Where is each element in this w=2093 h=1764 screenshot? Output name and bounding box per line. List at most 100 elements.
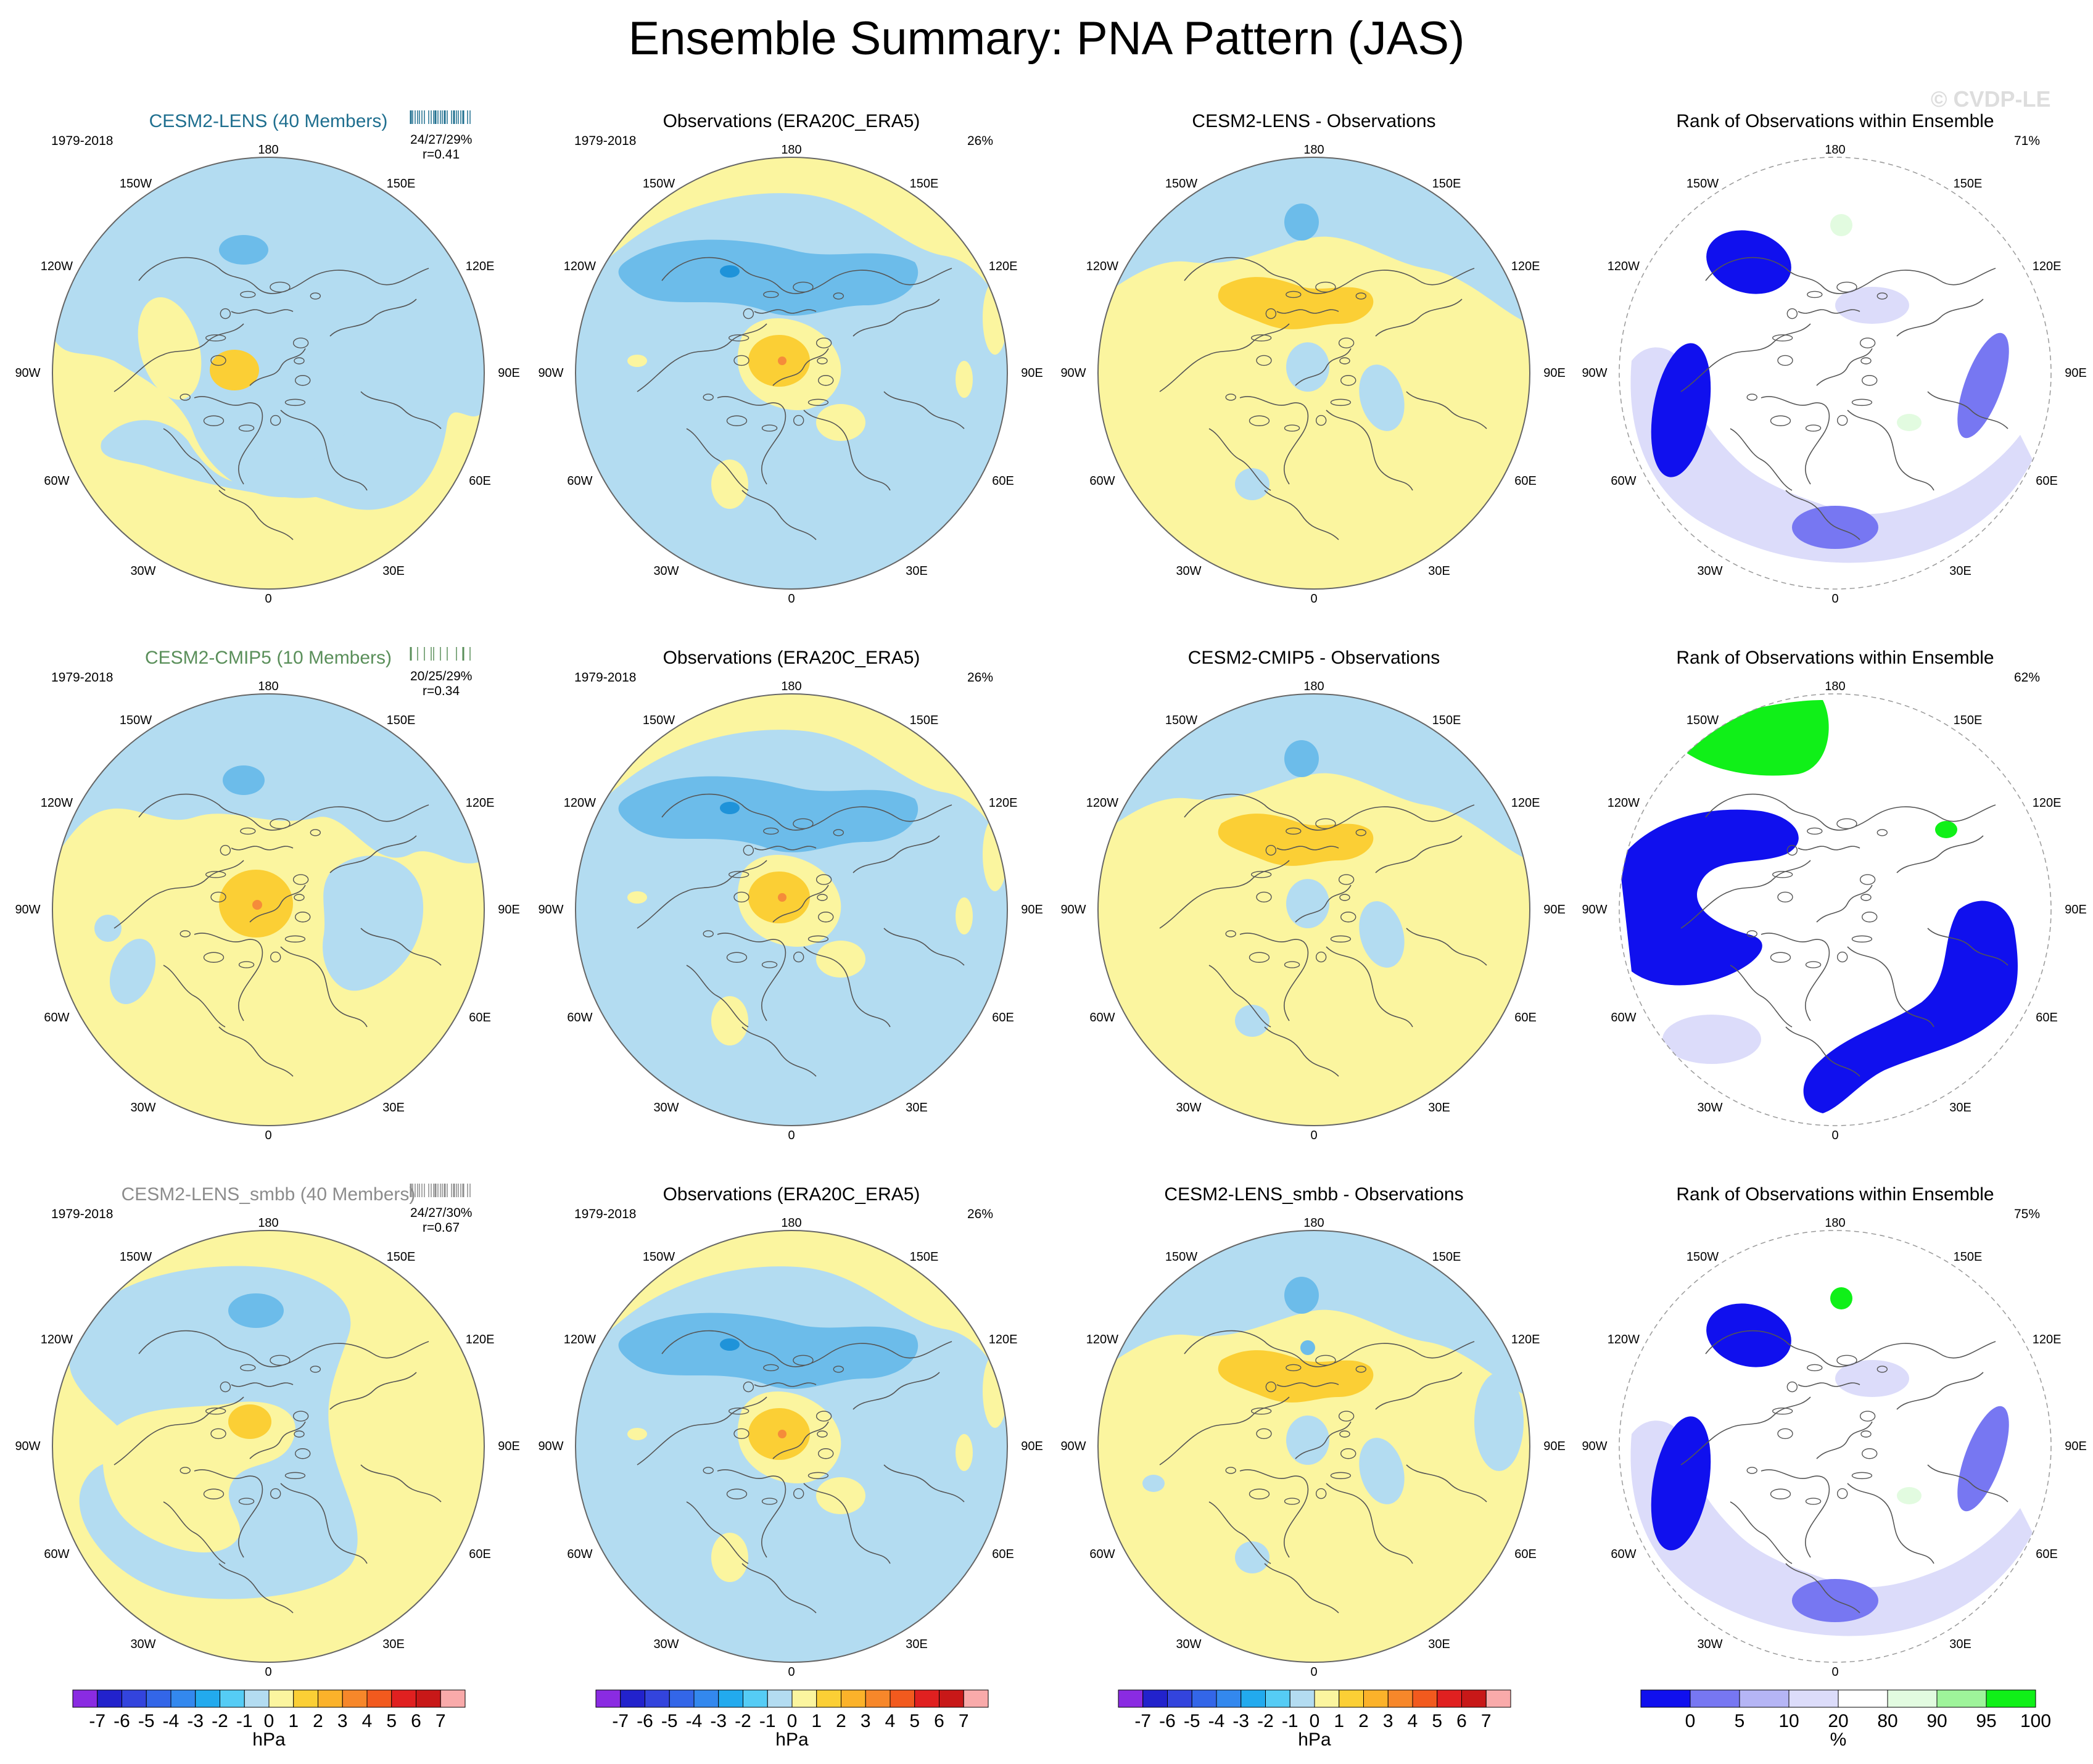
colorbar-swatch bbox=[318, 1689, 343, 1708]
colorbar-tick-label: 4 bbox=[362, 1711, 373, 1731]
island-outline bbox=[1250, 334, 1272, 342]
island-outline bbox=[270, 818, 291, 830]
longitude-label: 60E bbox=[2036, 474, 2058, 488]
longitude-label: 120E bbox=[988, 796, 1018, 810]
island-outline bbox=[818, 1448, 834, 1459]
high-pressure-region bbox=[816, 1477, 865, 1514]
colorbar-swatch bbox=[718, 1689, 743, 1708]
longitude-label: 60E bbox=[992, 474, 1014, 488]
longitude-label: 120W bbox=[563, 796, 597, 810]
island-outline bbox=[807, 398, 829, 406]
rank-title: Rank of Observations within Ensemble bbox=[1676, 648, 1994, 668]
coastline bbox=[686, 1501, 749, 1564]
coastline bbox=[803, 1483, 891, 1564]
low-pressure-center bbox=[219, 235, 268, 265]
coastline bbox=[1406, 391, 1487, 429]
colorbar-tick-label: 3 bbox=[1383, 1711, 1393, 1731]
colorbar-tick-label: -4 bbox=[163, 1711, 180, 1731]
longitude-label: 120E bbox=[988, 260, 1018, 273]
longitude-label: 150W bbox=[1686, 713, 1719, 727]
colorbar-tick-label: -3 bbox=[710, 1711, 727, 1731]
island-outline bbox=[270, 281, 291, 293]
longitude-label: 150W bbox=[642, 713, 675, 727]
island-outline bbox=[1860, 894, 1872, 901]
longitude-label: 150E bbox=[909, 176, 939, 191]
longitude-label: 60E bbox=[1514, 1548, 1537, 1561]
longitude-label: 180 bbox=[1825, 143, 1846, 157]
longitude-label: 150W bbox=[119, 713, 152, 727]
longitude-label: 60E bbox=[2036, 1548, 2058, 1561]
island-outline bbox=[1250, 1407, 1272, 1415]
coastline bbox=[163, 428, 226, 491]
island-outline bbox=[1330, 935, 1352, 943]
island-outline bbox=[793, 951, 804, 963]
colorbar-swatch bbox=[1118, 1689, 1144, 1708]
ensemble-title: CESM2-LENS (40 Members) bbox=[149, 111, 388, 131]
longitude-label: 180 bbox=[258, 143, 279, 157]
hpa-colorbar: -7 -6 -5 -4 -3 -2 -1 0 1 2 3 4 5 6 7 hPa bbox=[1118, 1689, 1511, 1750]
coastline bbox=[280, 410, 368, 491]
map-border bbox=[575, 157, 1008, 590]
island-outline bbox=[1315, 1488, 1327, 1499]
high-pressure-region bbox=[576, 694, 1007, 848]
longitude-label: 180 bbox=[1825, 680, 1846, 693]
longitude-label: 90W bbox=[1060, 366, 1086, 380]
colorbar-swatch bbox=[1142, 1689, 1168, 1708]
low-pressure-region bbox=[1359, 365, 1405, 431]
colorbar-swatch bbox=[693, 1689, 719, 1708]
longitude-label: 180 bbox=[1825, 1216, 1846, 1230]
low-pressure-region bbox=[109, 939, 156, 1004]
longitude-label: 180 bbox=[258, 680, 279, 693]
colorbar-swatch bbox=[963, 1689, 989, 1708]
island-outline bbox=[1339, 894, 1350, 901]
island-outline bbox=[210, 355, 226, 366]
colorbar-swatch bbox=[416, 1689, 441, 1708]
coastline bbox=[1326, 410, 1413, 491]
colorbar-tick-label: -3 bbox=[187, 1711, 204, 1731]
low-pressure-center bbox=[1300, 1340, 1315, 1355]
longitude-label: 150W bbox=[1686, 1250, 1719, 1264]
longitude-label: 30E bbox=[1949, 564, 1971, 579]
colorbar-swatch bbox=[366, 1689, 392, 1708]
colorbar-tick-label: 90 bbox=[1926, 1711, 1947, 1731]
rank-low-region bbox=[1651, 343, 1711, 477]
low-pressure-center bbox=[1284, 740, 1319, 777]
colorbar-swatch bbox=[97, 1689, 122, 1708]
observations-map bbox=[575, 157, 1008, 590]
coastline bbox=[1375, 1372, 1463, 1410]
difference-title: CESM2-LENS_smbb - Observations bbox=[1164, 1184, 1464, 1205]
longitude-label: 60W bbox=[1089, 1011, 1115, 1024]
colorbar-tick-label: -6 bbox=[637, 1711, 653, 1731]
island-outline bbox=[1786, 844, 1798, 856]
colorbar-tick-label: 3 bbox=[337, 1711, 348, 1731]
longitude-label: 30E bbox=[906, 1101, 928, 1115]
colorbar-swatch bbox=[1191, 1689, 1217, 1708]
low-pressure-region bbox=[94, 915, 122, 942]
colorbar-tick-label: -2 bbox=[1257, 1711, 1274, 1731]
island-outline bbox=[1340, 1448, 1356, 1459]
coastline bbox=[1295, 348, 1352, 386]
coastline bbox=[194, 396, 263, 485]
coastline bbox=[852, 1372, 940, 1410]
map-border bbox=[1619, 1230, 2052, 1663]
colorbar-swatch bbox=[146, 1689, 171, 1708]
low-pressure-region bbox=[1235, 1005, 1269, 1037]
rank-high-region bbox=[1897, 1487, 1922, 1504]
longitude-label: 0 bbox=[265, 592, 272, 606]
island-outline bbox=[220, 1381, 231, 1393]
rank-low-region bbox=[1651, 1416, 1711, 1551]
longitude-label: 90E bbox=[1543, 1440, 1566, 1453]
island-outline bbox=[1836, 281, 1857, 293]
island-outline bbox=[793, 1354, 814, 1366]
island-outline bbox=[1225, 930, 1236, 938]
colorbar-swatch bbox=[865, 1689, 891, 1708]
longitude-label: 150E bbox=[1953, 176, 1983, 191]
island-outline bbox=[1851, 1472, 1873, 1480]
member-tick-marks bbox=[410, 110, 471, 124]
coastline bbox=[1680, 1396, 1811, 1465]
island-outline bbox=[1772, 334, 1793, 342]
longitude-label: 150W bbox=[1165, 176, 1198, 191]
page-title: Ensemble Summary: PNA Pattern (JAS) bbox=[628, 12, 1465, 65]
map-border bbox=[1097, 157, 1530, 590]
member-tick-marks bbox=[410, 1184, 471, 1197]
